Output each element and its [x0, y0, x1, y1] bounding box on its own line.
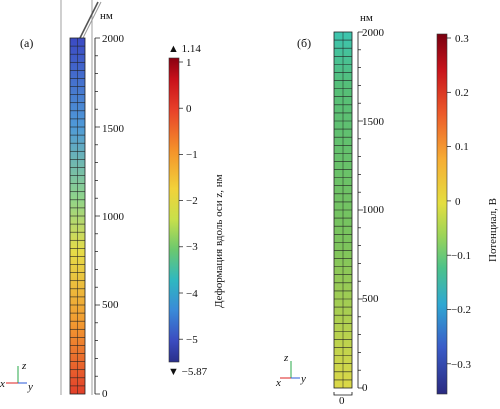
colorbar-a-tick-m3: −3 [186, 241, 198, 253]
colorbar-a-min: ▼ −5.87 [168, 366, 208, 378]
panel-b-triad-y: y [300, 373, 306, 385]
panel-a-scale-ticks [95, 37, 100, 395]
colorbar-a-tick-m5: −5 [186, 334, 198, 346]
panel-b-width-bracket [333, 392, 353, 396]
colorbar-b-tick-m02: −0.2 [451, 304, 471, 316]
colorbar-b-tick-03: 0.3 [455, 33, 469, 45]
colorbar-a-tick-m1: −1 [186, 149, 198, 161]
panel-b-tick-1000: 1000 [362, 204, 385, 216]
panel-b-width-tick: 0 [339, 395, 345, 404]
colorbar-a-tick-1: 1 [186, 57, 192, 69]
panel-a-label: (а) [20, 36, 33, 50]
panel-a-tick-500: 500 [102, 299, 119, 311]
colorbar-b-tick-m01: −0.1 [451, 250, 471, 262]
panel-b-tick-1500: 1500 [362, 116, 385, 128]
panel-a-unit: нм [100, 10, 113, 22]
panel-a-tick-0: 0 [102, 388, 108, 400]
probe-tip [79, 1, 99, 39]
nanorod-a-mesh [70, 38, 85, 394]
panel-a-axes-triad: z x y [0, 360, 33, 393]
colorbar-a-tick-m2: −2 [186, 195, 198, 207]
colorbar-b [436, 33, 448, 395]
panel-b-tick-2000: 2000 [362, 27, 385, 39]
panel-a-triad-z: z [21, 360, 27, 372]
colorbar-a [168, 57, 180, 363]
panel-a-triad-x: x [0, 378, 5, 390]
panel-b: (б) нм 2000 1500 1000 500 0 0 z x y 0.3 … [275, 12, 499, 407]
panel-b-triad-x: x [275, 377, 281, 389]
colorbar-a-ticks [179, 61, 183, 340]
panel-a-tick-2000: 2000 [102, 33, 125, 45]
panel-a-tick-1500: 1500 [102, 123, 125, 135]
colorbar-a-tick-m4: −4 [186, 288, 198, 300]
panel-b-label: (б) [297, 36, 311, 50]
panel-b-scale-ticks [358, 31, 363, 389]
panel-a-triad-y: y [27, 381, 33, 393]
colorbar-b-ticks [447, 37, 451, 365]
colorbar-a-max: ▲ 1.14 [168, 43, 201, 55]
panel-b-tick-500: 500 [362, 293, 379, 305]
panel-b-tick-0: 0 [362, 382, 368, 394]
colorbar-b-tick-0: 0 [455, 196, 461, 208]
colorbar-b-title: Потенциал, В [487, 198, 499, 262]
panel-a-tick-1000: 1000 [102, 211, 125, 223]
colorbar-a-tick-0: 0 [186, 103, 192, 115]
panel-b-axes-triad: z x y [275, 352, 306, 389]
colorbar-b-tick-02: 0.2 [455, 87, 469, 99]
colorbar-b-tick-01: 0.1 [455, 141, 469, 153]
colorbar-b-tick-m03: −0.3 [451, 359, 471, 371]
panel-b-triad-z: z [283, 352, 289, 364]
colorbar-a-title: Деформация вдоль оси z, нм [213, 174, 225, 308]
nanorod-b-mesh [334, 32, 352, 388]
panel-b-unit: нм [360, 12, 373, 24]
panel-a: (а) нм 2000 1500 1000 500 0 z x y ▲ 1.14… [0, 0, 225, 400]
